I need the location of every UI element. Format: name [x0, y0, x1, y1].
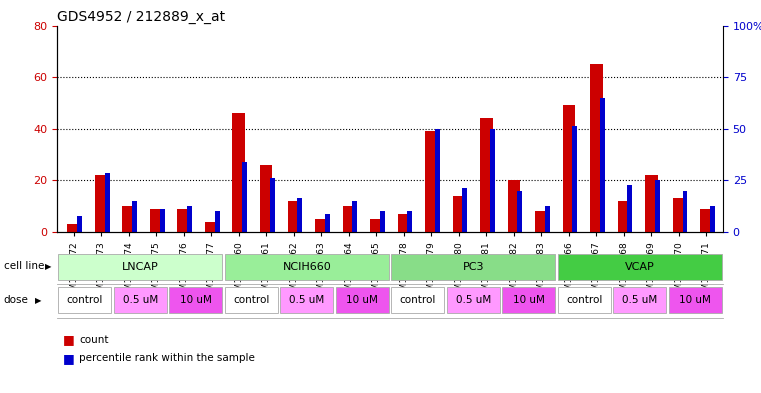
Bar: [600, 98, 605, 232]
Bar: [95, 175, 107, 232]
Bar: [298, 198, 302, 232]
Bar: [233, 113, 245, 232]
Bar: [618, 201, 630, 232]
Bar: [435, 129, 440, 232]
Bar: [613, 287, 667, 313]
Text: NCIH660: NCIH660: [282, 262, 331, 272]
Bar: [205, 222, 218, 232]
Bar: [545, 206, 550, 232]
Bar: [187, 206, 193, 232]
Bar: [391, 287, 444, 313]
Text: LNCAP: LNCAP: [122, 262, 159, 272]
Text: VCAP: VCAP: [625, 262, 654, 272]
Bar: [397, 214, 410, 232]
Bar: [68, 224, 80, 232]
Bar: [58, 254, 222, 280]
Text: 0.5 uM: 0.5 uM: [289, 295, 324, 305]
Bar: [572, 126, 578, 232]
Bar: [463, 188, 467, 232]
Text: ■: ■: [62, 333, 74, 347]
Text: 10 uM: 10 uM: [346, 295, 378, 305]
Bar: [336, 287, 389, 313]
Text: PC3: PC3: [463, 262, 484, 272]
Bar: [447, 287, 500, 313]
Bar: [502, 287, 556, 313]
Bar: [113, 287, 167, 313]
Text: ▶: ▶: [35, 296, 42, 305]
Bar: [558, 254, 722, 280]
Bar: [315, 219, 327, 232]
Bar: [645, 175, 658, 232]
Bar: [508, 180, 520, 232]
Bar: [669, 287, 722, 313]
Bar: [591, 64, 603, 232]
Bar: [288, 201, 300, 232]
Bar: [260, 165, 272, 232]
Bar: [280, 287, 333, 313]
Bar: [628, 185, 632, 232]
Bar: [710, 206, 715, 232]
Text: control: control: [400, 295, 436, 305]
Bar: [517, 191, 522, 232]
Bar: [242, 162, 247, 232]
Text: 10 uM: 10 uM: [180, 295, 212, 305]
Text: ■: ■: [62, 352, 74, 365]
Bar: [655, 180, 660, 232]
Text: GDS4952 / 212889_x_at: GDS4952 / 212889_x_at: [57, 10, 225, 24]
Bar: [123, 206, 135, 232]
Bar: [58, 287, 111, 313]
Text: 0.5 uM: 0.5 uM: [456, 295, 491, 305]
Bar: [169, 287, 222, 313]
Bar: [391, 254, 556, 280]
Bar: [269, 178, 275, 232]
Bar: [380, 211, 385, 232]
Bar: [480, 118, 492, 232]
Bar: [132, 201, 137, 232]
Bar: [150, 209, 162, 232]
Bar: [700, 209, 712, 232]
Text: cell line: cell line: [4, 261, 44, 272]
Bar: [453, 196, 465, 232]
Text: control: control: [67, 295, 103, 305]
Bar: [562, 105, 575, 232]
Text: 10 uM: 10 uM: [680, 295, 711, 305]
Bar: [105, 173, 110, 232]
Text: control: control: [566, 295, 603, 305]
Bar: [490, 129, 495, 232]
Text: control: control: [233, 295, 269, 305]
Bar: [342, 206, 355, 232]
Text: 0.5 uM: 0.5 uM: [622, 295, 658, 305]
Text: percentile rank within the sample: percentile rank within the sample: [79, 353, 255, 364]
Bar: [558, 287, 611, 313]
Text: 0.5 uM: 0.5 uM: [123, 295, 158, 305]
Bar: [673, 198, 685, 232]
Bar: [224, 254, 389, 280]
Text: ▶: ▶: [45, 262, 52, 271]
Bar: [352, 201, 357, 232]
Bar: [683, 191, 687, 232]
Bar: [325, 214, 330, 232]
Bar: [535, 211, 547, 232]
Bar: [224, 287, 278, 313]
Text: dose: dose: [4, 295, 29, 305]
Bar: [370, 219, 383, 232]
Bar: [177, 209, 189, 232]
Bar: [160, 209, 164, 232]
Bar: [215, 211, 220, 232]
Text: 10 uM: 10 uM: [513, 295, 545, 305]
Text: count: count: [79, 335, 109, 345]
Bar: [77, 217, 82, 232]
Bar: [407, 211, 412, 232]
Bar: [425, 131, 438, 232]
